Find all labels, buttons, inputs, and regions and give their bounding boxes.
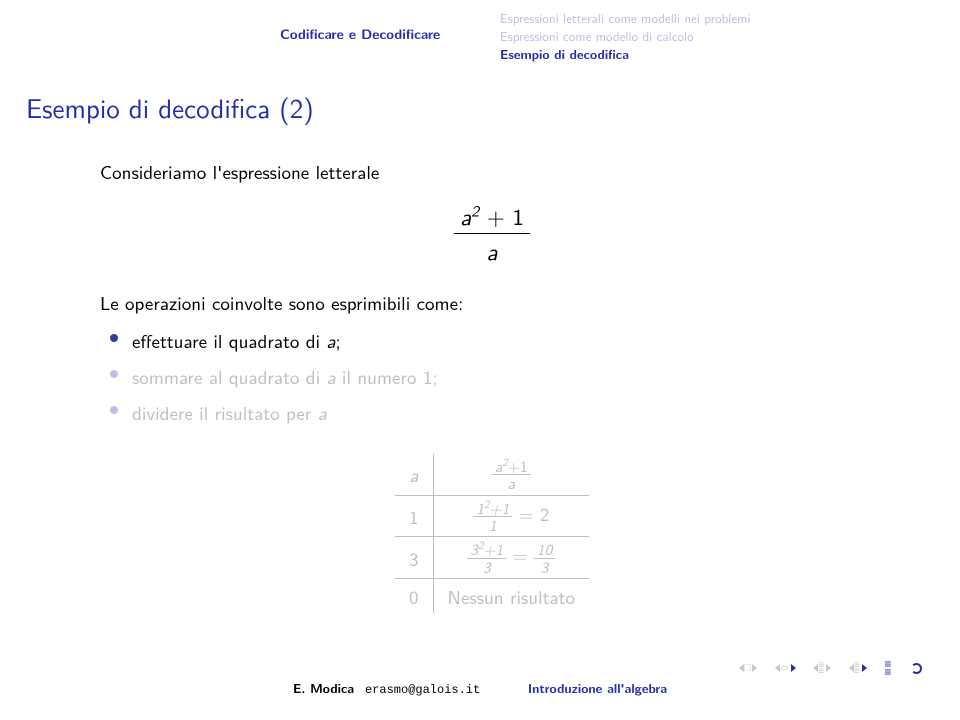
intro-text: Consideriamo l'espressione letterale	[100, 157, 884, 185]
talk-title: Introduzione all'algebra	[528, 679, 667, 698]
subsections: Espressioni letterali come modelli nei p…	[500, 10, 751, 64]
value-table: aa2+1a112+11 = 2332+13 = 1030Nessun risu…	[395, 454, 589, 613]
author: E. Modica	[293, 678, 354, 697]
operations-intro: Le operazioni coinvolte sono esprimibili…	[100, 288, 884, 316]
value-table-wrap: aa2+1a112+11 = 2332+13 = 1030Nessun risu…	[100, 454, 884, 613]
header: Codificare e Decodificare Espressioni le…	[0, 0, 960, 56]
frame-title: Esempio di decodifica (2)	[26, 88, 960, 127]
nav-symbols: □ ▱ ≡≡ ≡≡ ≡≡	[733, 659, 928, 676]
bullet-item: sommare al quadrato di a il numero 1;	[132, 362, 884, 390]
section-title: Codificare e Decodificare	[280, 24, 440, 44]
bullet-item: effettuare il quadrato di a;	[132, 326, 884, 354]
author-email: erasmo@galois.it	[365, 683, 480, 697]
formula: a2 + 1 a	[100, 199, 884, 268]
bullet-list: effettuare il quadrato di a; sommare al q…	[100, 326, 884, 426]
subsection-dim-2: Espressioni come modello di calcolo	[500, 28, 751, 46]
bullet-item: dividere il risultato per a	[132, 398, 884, 426]
subsection-active: Esempio di decodifica	[500, 45, 751, 64]
subsection-dim-1: Espressioni letterali come modelli nei p…	[500, 10, 751, 28]
body: Consideriamo l'espressione letterale a2 …	[0, 127, 960, 613]
footer: E. Modica erasmo@galois.it Introduzione …	[0, 678, 960, 698]
